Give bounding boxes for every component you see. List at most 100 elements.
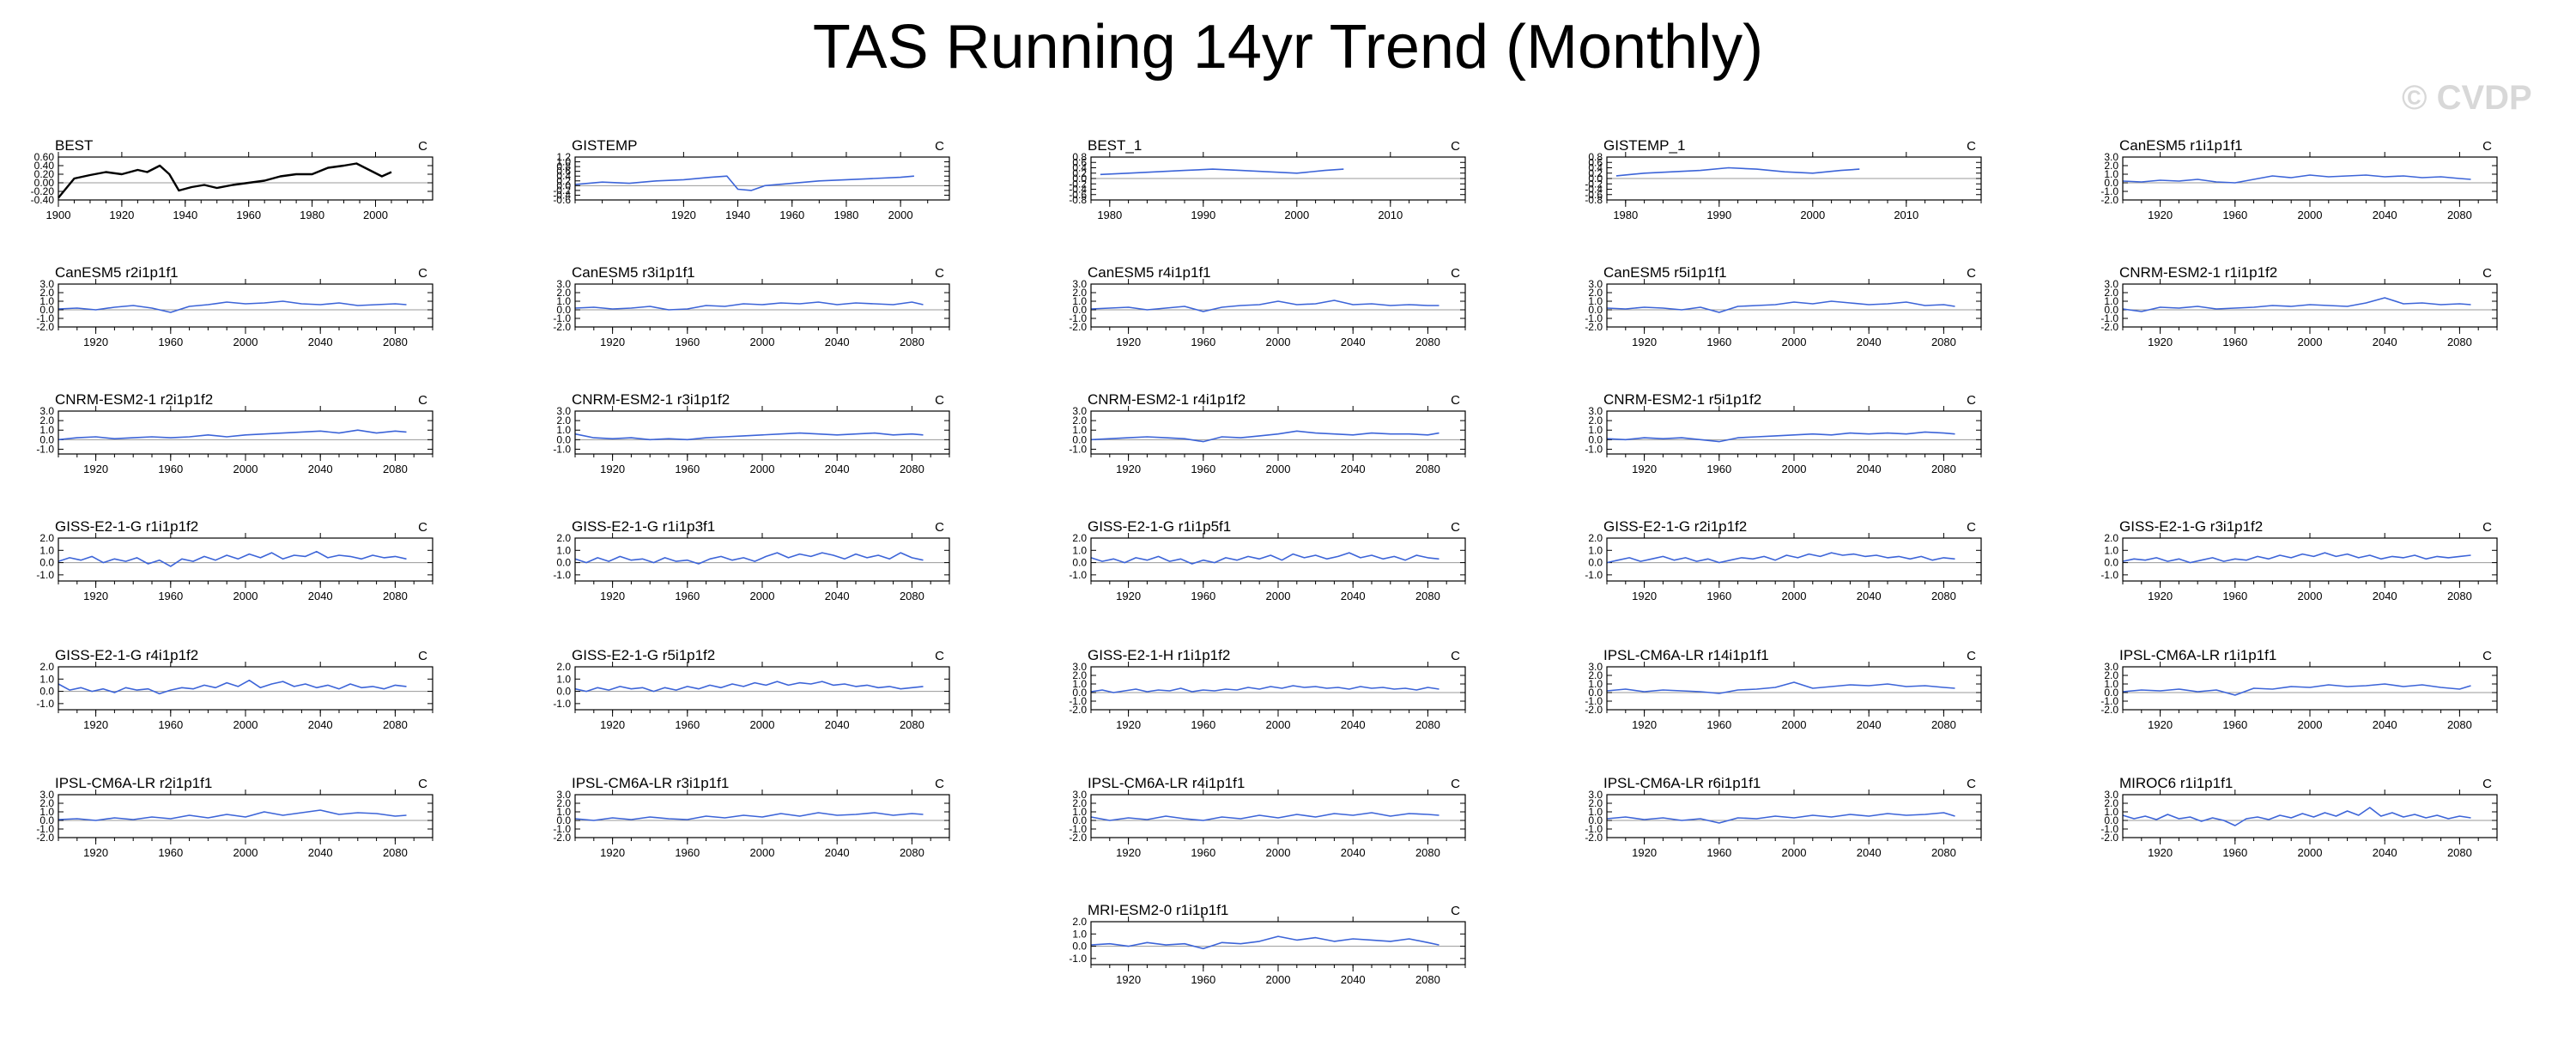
series-line bbox=[574, 432, 924, 441]
x-tick-label: 1960 bbox=[1706, 590, 1731, 602]
x-tick-label: 1960 bbox=[1706, 463, 1731, 475]
panel-units: C bbox=[1451, 904, 1460, 918]
y-tick-label: 0.0 bbox=[39, 686, 54, 698]
y-tick-label: 0.0 bbox=[2104, 814, 2118, 826]
y-tick-label: -2.0 bbox=[36, 321, 54, 333]
y-tick-label: 3.0 bbox=[2104, 278, 2118, 290]
x-tick-label: 2040 bbox=[1341, 718, 1366, 731]
y-tick-label: 0.0 bbox=[1588, 814, 1603, 826]
y-tick-label: -0.6 bbox=[1585, 189, 1603, 201]
plot-frame bbox=[1090, 921, 1466, 965]
series-line bbox=[1090, 935, 1440, 950]
x-tick-label: 2000 bbox=[1800, 209, 1825, 221]
y-tick-label: 3.0 bbox=[1588, 661, 1603, 673]
panel-title: GISS-E2-1-G r2i1p1f2 bbox=[1603, 518, 1747, 535]
x-tick-label: 2080 bbox=[900, 846, 924, 859]
plot-frame bbox=[1606, 283, 1982, 328]
y-tick-label: 2.0 bbox=[1588, 415, 1603, 427]
series-line bbox=[2122, 807, 2471, 826]
y-tick-label: 0.0 bbox=[1072, 941, 1087, 953]
panel-title: MRI-ESM2-0 r1i1p1f1 bbox=[1088, 902, 1228, 918]
x-tick-label: 1960 bbox=[1191, 973, 1215, 986]
plot-frame bbox=[1090, 666, 1466, 711]
y-tick-label: 2.0 bbox=[556, 661, 571, 673]
y-tick-label: 2.0 bbox=[556, 287, 571, 299]
y-tick-label: 1.0 bbox=[39, 806, 54, 818]
panel-ipsl-cm6a-lr-r3i1p1f1: IPSL-CM6A-LR r3i1p1f1 C -2.0-1.00.01.02.03… bbox=[553, 775, 950, 859]
panel-units: C bbox=[935, 649, 944, 663]
y-tick-label: -2.0 bbox=[1069, 704, 1087, 716]
x-tick-label: 2000 bbox=[1782, 590, 1807, 602]
x-tick-label: 1960 bbox=[1706, 846, 1731, 859]
x-tick-label: 1920 bbox=[2148, 846, 2173, 859]
panel-cnrm-esm2-1-r3i1p1f2: CNRM-ESM2-1 r3i1p1f2 C -1.00.01.02.03.0 192… bbox=[553, 391, 950, 475]
panel-title: IPSL-CM6A-LR r1i1p1f1 bbox=[2119, 647, 2276, 663]
x-tick-label: 2040 bbox=[2373, 846, 2397, 859]
y-tick-label: 0.0 bbox=[39, 433, 54, 445]
x-tick-label: 2000 bbox=[1284, 209, 1309, 221]
x-tick-label: 1960 bbox=[2222, 209, 2247, 221]
x-tick-label: 2080 bbox=[900, 336, 924, 348]
x-tick-label: 1920 bbox=[1116, 973, 1141, 986]
panel-units: C bbox=[1451, 777, 1460, 791]
x-tick-label: 2000 bbox=[2298, 590, 2323, 602]
y-tick-label: 2.0 bbox=[1072, 532, 1087, 544]
x-tick-label: 2040 bbox=[308, 718, 333, 731]
y-tick-label: -2.0 bbox=[1585, 704, 1603, 716]
x-tick-label: 2000 bbox=[363, 209, 388, 221]
panel-title: GISS-E2-1-H r1i1p1f2 bbox=[1088, 647, 1230, 663]
y-tick-label: 0.2 bbox=[1072, 167, 1087, 179]
y-tick-label: 3.0 bbox=[2104, 661, 2118, 673]
y-tick-label: 3.0 bbox=[1588, 405, 1603, 417]
plot-frame bbox=[574, 537, 950, 582]
series-line bbox=[1606, 300, 1955, 313]
panel-miroc6-r1i1p1f1: MIROC6 r1i1p1f1 C -2.0-1.00.01.02.03.0 1920… bbox=[2100, 775, 2498, 859]
x-tick-label: 1920 bbox=[600, 718, 625, 731]
y-tick-label: -1.0 bbox=[1585, 569, 1603, 581]
x-tick-label: 1960 bbox=[675, 718, 700, 731]
panel-units: C bbox=[935, 266, 944, 281]
y-tick-label: 1.0 bbox=[2104, 806, 2118, 818]
y-tick-label: 2.0 bbox=[1588, 287, 1603, 299]
x-tick-label: 2080 bbox=[1931, 463, 1956, 475]
x-tick-label: 2000 bbox=[233, 718, 258, 731]
x-tick-label: 1920 bbox=[1116, 590, 1141, 602]
y-tick-label: 1.0 bbox=[556, 673, 571, 685]
x-tick-label: 1960 bbox=[1706, 718, 1731, 731]
panel-title: CNRM-ESM2-1 r2i1p1f2 bbox=[55, 391, 213, 408]
x-tick-label: 1960 bbox=[158, 463, 183, 475]
series-line bbox=[574, 552, 924, 565]
panel-units: C bbox=[1967, 520, 1976, 535]
x-tick-label: 1920 bbox=[2148, 209, 2173, 221]
y-tick-label: -1.0 bbox=[1585, 443, 1603, 455]
series-line bbox=[574, 812, 924, 821]
panel-title: CNRM-ESM2-1 r1i1p1f2 bbox=[2119, 264, 2277, 281]
y-tick-label: 0.0 bbox=[1588, 433, 1603, 445]
y-tick-label: 3.0 bbox=[2104, 789, 2118, 801]
x-tick-label: 1960 bbox=[1191, 336, 1215, 348]
y-tick-label: 3.0 bbox=[1072, 661, 1087, 673]
x-tick-label: 2040 bbox=[825, 336, 850, 348]
x-tick-label: 2000 bbox=[2298, 209, 2323, 221]
x-tick-label: 2010 bbox=[1378, 209, 1403, 221]
panel-canesm5-r1i1p1f1: CanESM5 r1i1p1f1 C -2.0-1.00.01.02.03.0 192… bbox=[2100, 137, 2498, 221]
x-tick-label: 2080 bbox=[383, 463, 408, 475]
y-tick-label: 0.4 bbox=[1588, 162, 1603, 174]
panel-title: CanESM5 r2i1p1f1 bbox=[55, 264, 179, 281]
plot-frame bbox=[58, 410, 433, 455]
x-tick-label: 1960 bbox=[675, 336, 700, 348]
panel-title: CanESM5 r1i1p1f1 bbox=[2119, 137, 2243, 154]
y-tick-label: 1.2 bbox=[556, 151, 571, 163]
y-tick-label: 0.8 bbox=[556, 160, 571, 172]
x-tick-label: 1920 bbox=[2148, 718, 2173, 731]
panel-title: GISS-E2-1-G r4i1p1f2 bbox=[55, 647, 198, 663]
y-tick-label: -2.0 bbox=[1585, 321, 1603, 333]
x-tick-label: 1960 bbox=[1191, 718, 1215, 731]
series-line bbox=[1606, 552, 1955, 564]
y-tick-label: -1.0 bbox=[553, 443, 571, 455]
panel-units: C bbox=[935, 393, 944, 408]
x-tick-label: 2080 bbox=[1415, 336, 1440, 348]
x-tick-label: 2000 bbox=[1782, 846, 1807, 859]
x-tick-label: 1960 bbox=[675, 463, 700, 475]
x-tick-label: 2000 bbox=[1782, 718, 1807, 731]
